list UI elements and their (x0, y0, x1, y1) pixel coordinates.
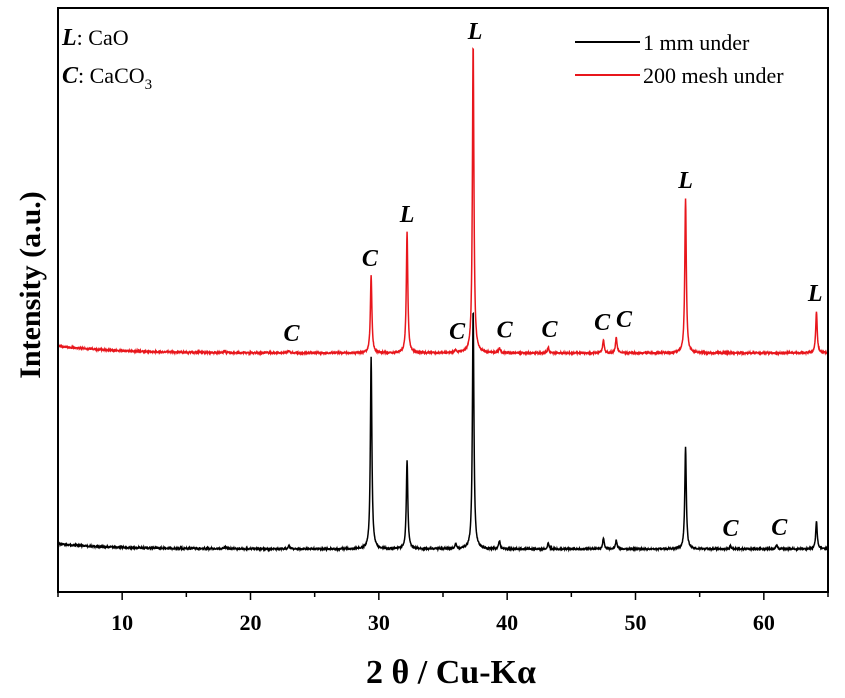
peak-annotation: L (399, 202, 415, 228)
x-tick-label: 50 (625, 610, 647, 635)
series-line-1 (58, 312, 828, 553)
peak-annotation: L (467, 19, 483, 45)
peak-annotation: C (497, 318, 514, 344)
peak-annotation: C (594, 310, 611, 336)
peak-annotation: C (616, 307, 633, 333)
peak-annotation: L (807, 281, 823, 307)
y-axis-title: Intensity (a.u.) (14, 191, 47, 379)
x-tick-label: 40 (496, 610, 518, 635)
peak-annotation: C (449, 319, 466, 345)
x-axis-title: 2 θ / Cu-Kα (366, 654, 536, 691)
phase-key-item: C: CaCO3 (62, 63, 152, 93)
x-tick-label: 60 (753, 610, 775, 635)
peak-annotation: C (284, 321, 301, 347)
plot-frame (57, 7, 829, 593)
peak-annotation: L (677, 168, 693, 194)
phase-key-item: L: CaO (61, 25, 129, 51)
legend-label: 1 mm under (643, 30, 750, 55)
peak-annotation: C (542, 317, 559, 343)
x-tick-label: 20 (240, 610, 262, 635)
peak-annotation: C (362, 246, 379, 272)
legend-label: 200 mesh under (643, 63, 784, 88)
peak-annotation: C (771, 515, 788, 541)
peak-annotation: C (722, 516, 739, 542)
series-line-2 (58, 47, 828, 357)
x-tick-label: 30 (368, 610, 390, 635)
x-tick-label: 10 (111, 610, 133, 635)
